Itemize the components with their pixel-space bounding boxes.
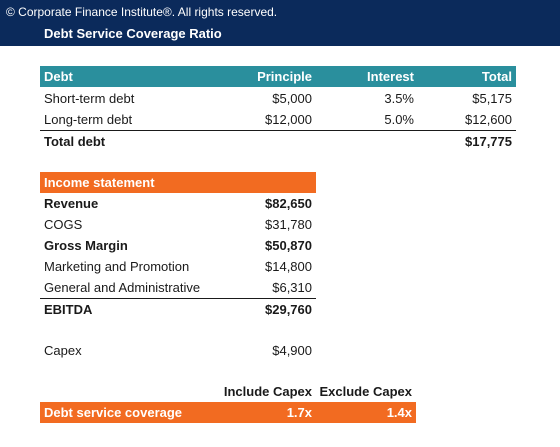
sheet-title: Debt Service Coverage Ratio xyxy=(44,26,222,41)
coverage-label: Debt service coverage xyxy=(44,405,183,420)
income-item-value: $6,310 xyxy=(272,280,312,295)
coverage-column-headers: Include Capex Exclude Capex xyxy=(40,381,416,402)
debt-table-header: Debt Principle Interest Total xyxy=(40,66,516,87)
total-debt-row: Total debt $17,775 xyxy=(40,130,516,151)
table-row: Short-term debt $5,000 3.5% $5,175 xyxy=(40,88,516,109)
copyright-notice: © Corporate Finance Institute®. All righ… xyxy=(6,5,278,19)
debt-total: $5,175 xyxy=(472,91,512,106)
income-item-value: $29,760 xyxy=(265,302,312,317)
table-row: Gross Margin $50,870 xyxy=(40,235,316,256)
capex-label: Capex xyxy=(44,343,82,358)
debt-principle: $5,000 xyxy=(272,91,312,106)
debt-principle: $12,000 xyxy=(265,112,312,127)
income-statement-title: Income statement xyxy=(44,175,155,190)
table-row: Revenue $82,650 xyxy=(40,193,316,214)
income-item-value: $82,650 xyxy=(265,196,312,211)
table-row: Long-term debt $12,000 5.0% $12,600 xyxy=(40,109,516,130)
debt-service-coverage-row: Debt service coverage 1.7x 1.4x xyxy=(40,402,416,423)
total-debt-value: $17,775 xyxy=(465,134,512,149)
include-capex-label: Include Capex xyxy=(223,384,312,399)
income-item-label: Gross Margin xyxy=(44,238,128,253)
capex-value: $4,900 xyxy=(272,343,312,358)
income-item-value: $50,870 xyxy=(265,238,312,253)
coverage-exclude-value: 1.4x xyxy=(386,405,412,420)
income-item-label: COGS xyxy=(44,217,83,232)
ebitda-row: EBITDA $29,760 xyxy=(40,298,316,319)
col-debt: Debt xyxy=(44,69,73,84)
debt-interest: 5.0% xyxy=(384,112,414,127)
col-principle: Principle xyxy=(257,69,312,84)
total-debt-label: Total debt xyxy=(44,134,106,149)
income-item-label: General and Administrative xyxy=(44,280,201,295)
income-item-value: $31,780 xyxy=(265,217,312,232)
table-row: General and Administrative $6,310 xyxy=(40,277,316,298)
debt-interest: 3.5% xyxy=(384,91,414,106)
col-total: Total xyxy=(481,69,512,84)
exclude-capex-label: Exclude Capex xyxy=(319,384,413,399)
sheet-header: © Corporate Finance Institute®. All righ… xyxy=(0,0,560,46)
income-statement-header: Income statement xyxy=(40,172,316,193)
debt-total: $12,600 xyxy=(465,112,512,127)
income-item-value: $14,800 xyxy=(265,259,312,274)
table-row: COGS $31,780 xyxy=(40,214,316,235)
income-item-label: Marketing and Promotion xyxy=(44,259,190,274)
income-item-label: EBITDA xyxy=(44,302,93,317)
debt-name: Short-term debt xyxy=(44,91,135,106)
capex-row: Capex $4,900 xyxy=(40,340,316,361)
income-item-label: Revenue xyxy=(44,196,99,211)
table-row: Marketing and Promotion $14,800 xyxy=(40,256,316,277)
coverage-include-value: 1.7x xyxy=(286,405,312,420)
debt-name: Long-term debt xyxy=(44,112,133,127)
col-interest: Interest xyxy=(367,69,414,84)
